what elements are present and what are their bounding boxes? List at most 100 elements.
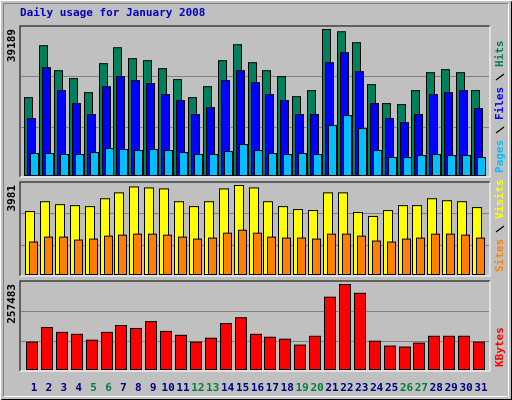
bar (432, 154, 441, 177)
bar (209, 154, 218, 177)
bar (282, 237, 291, 276)
x-tick-label: 19 (296, 381, 309, 394)
bar (313, 154, 322, 177)
bar (119, 149, 128, 176)
x-tick-label: 2 (46, 381, 53, 394)
x-tick-label: 16 (251, 381, 265, 394)
bar (149, 149, 158, 176)
x-tick-label: 24 (370, 381, 384, 394)
bar (477, 157, 486, 177)
bar (75, 154, 84, 177)
bar (312, 238, 321, 276)
bar (250, 333, 262, 371)
legend-label: Pages (493, 140, 506, 173)
x-tick-label: 28 (430, 381, 443, 394)
frame-inner-light (3, 3, 509, 397)
x-tick-label: 9 (150, 381, 157, 394)
panel-edge (19, 25, 490, 177)
bar (309, 335, 321, 370)
bar (163, 234, 172, 276)
legend-label: Hits (493, 41, 506, 68)
bar (179, 152, 188, 177)
x-tick-label: 14 (221, 381, 235, 394)
chart-title: Daily usage for January 2008 (20, 6, 205, 19)
bar (267, 236, 276, 276)
bar (160, 330, 172, 371)
bar (41, 326, 53, 371)
bar (235, 317, 247, 370)
bar (268, 153, 277, 177)
bar (45, 153, 54, 177)
x-tick-label: 23 (355, 381, 368, 394)
bar (387, 241, 396, 275)
bar (145, 321, 157, 371)
bar (446, 233, 455, 276)
panel-edge (20, 281, 491, 372)
bar (56, 331, 68, 370)
bar (133, 233, 142, 276)
x-tick-label: 5 (90, 381, 97, 394)
x-tick-label: 29 (445, 381, 458, 394)
x-tick-label: 17 (266, 381, 279, 394)
x-tick-label: 22 (340, 381, 353, 394)
y-tick-label: 3981 (5, 185, 18, 212)
bar (130, 327, 142, 371)
x-tick-label: 6 (105, 381, 112, 394)
bar (342, 233, 351, 276)
bar (205, 337, 217, 370)
bar (373, 150, 382, 176)
panel-edge (20, 182, 491, 277)
x-tick-label: 18 (281, 381, 294, 394)
bar (253, 232, 262, 276)
bar (416, 237, 425, 276)
bar (294, 344, 306, 370)
bar (101, 331, 113, 370)
bar (473, 341, 485, 370)
bar (74, 239, 83, 275)
x-tick-label: 13 (206, 381, 219, 394)
x-tick-label: 4 (75, 381, 82, 394)
legend-label: KBytes (493, 327, 506, 367)
x-tick-label: 30 (459, 381, 472, 394)
bar (105, 148, 114, 177)
bar (89, 238, 98, 276)
bar (224, 151, 233, 177)
bar (369, 340, 381, 371)
legend-label: Files (493, 87, 506, 120)
bar (134, 150, 143, 176)
bar (118, 234, 127, 276)
bar (104, 235, 113, 276)
bar (239, 144, 248, 176)
bar (254, 150, 263, 176)
bar (343, 115, 352, 176)
x-tick-label: 21 (325, 381, 339, 394)
bar (178, 236, 187, 276)
frame-inner-dark (3, 3, 509, 397)
legend-label: Sites (493, 239, 506, 272)
bar (194, 154, 203, 177)
bar (190, 341, 202, 370)
bar (447, 155, 456, 176)
x-tick-label: 27 (415, 381, 428, 394)
bar (327, 233, 336, 276)
bar (354, 292, 366, 371)
bar (462, 155, 471, 176)
bar (358, 128, 367, 176)
bar (220, 323, 232, 370)
bar (71, 333, 83, 371)
bar (476, 237, 485, 276)
bar (372, 240, 381, 275)
bar (193, 238, 202, 276)
bar (431, 233, 440, 276)
panel-edge (19, 280, 490, 371)
bar (90, 152, 99, 177)
bar (59, 236, 68, 276)
bar (297, 237, 306, 276)
bar (298, 153, 307, 177)
bar (399, 346, 411, 371)
bar (208, 237, 217, 276)
x-tick-label: 15 (236, 381, 249, 394)
bar (328, 125, 337, 176)
